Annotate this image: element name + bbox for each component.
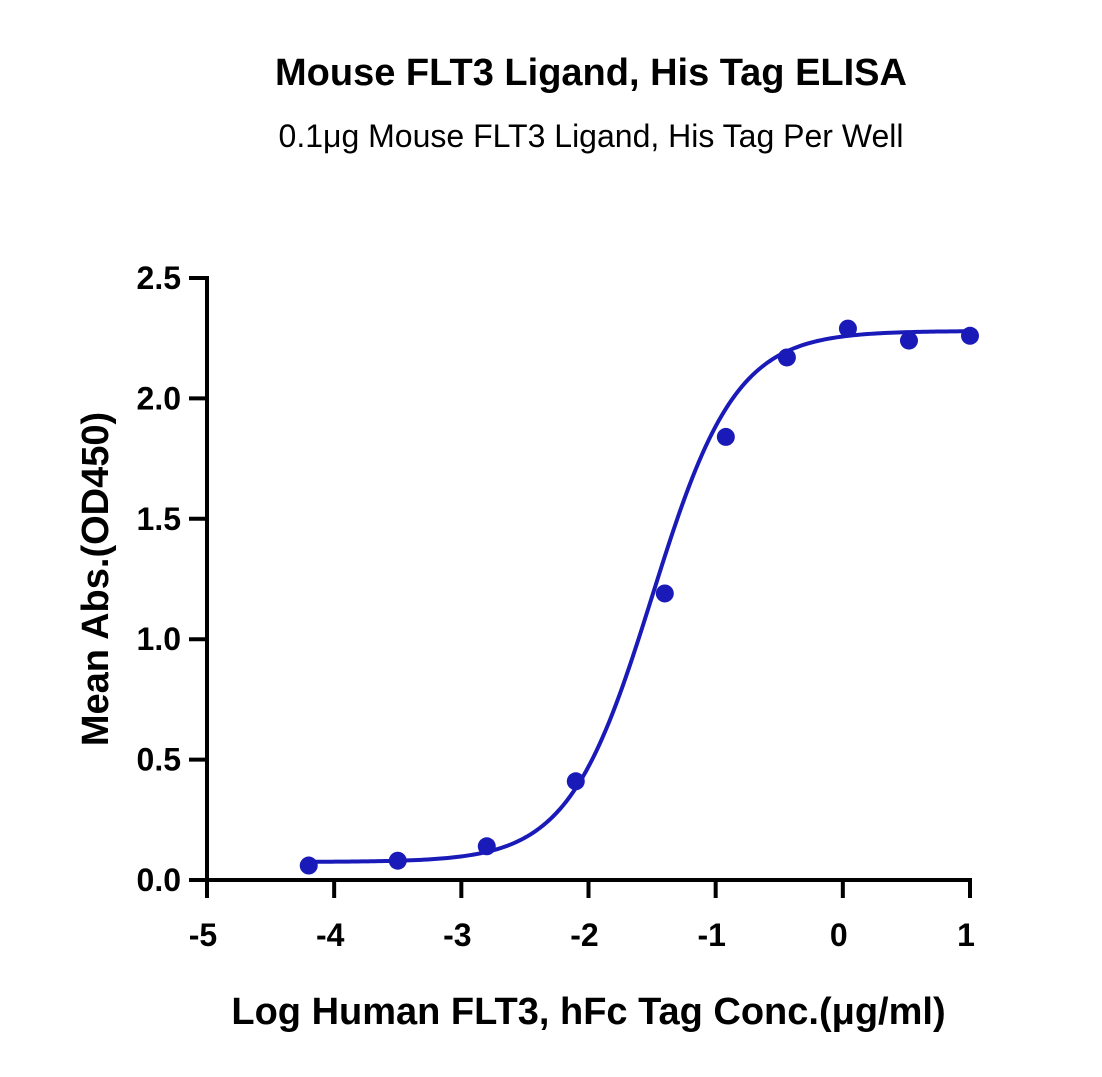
data-point [838,319,857,338]
y-tick-label: 2.0 [137,380,181,416]
chart-title: Mouse FLT3 Ligand, His Tag ELISA [275,52,907,94]
x-tick-label: -3 [443,917,471,953]
x-tick-label: -2 [570,917,598,953]
y-tick-label: 2.5 [137,260,181,296]
y-tick-label: 0.0 [137,862,181,898]
y-tick-label: 0.5 [137,742,181,778]
x-tick-label: -4 [316,917,345,953]
x-tick-label: 1 [957,917,975,953]
x-tick-label: -5 [189,917,217,953]
data-points-layer [299,319,979,875]
data-point [899,331,918,350]
x-tick-label: -1 [697,917,725,953]
y-tick-label: 1.5 [137,501,181,537]
data-point [299,856,318,875]
data-point [961,326,979,345]
x-tick-label: 0 [830,917,848,953]
data-point [388,851,407,870]
data-point [655,584,674,603]
y-tick-label: 1.0 [137,621,181,657]
data-point [477,837,496,856]
data-point [716,427,735,446]
data-point [566,772,585,791]
chart-subtitle: 0.1μg Mouse FLT3 Ligand, His Tag Per Wel… [278,118,904,154]
axes: 0.0 0.5 1.0 1.5 2.0 2.5 -5 -4 -3 -2 -1 0 1 [137,260,975,953]
fit-curve-layer [308,329,971,864]
y-axis-title: Mean Abs.(OD450) [75,412,117,746]
data-point [777,348,796,367]
x-axis-title: Log Human FLT3, hFc Tag Conc.(μg/ml) [231,991,945,1033]
fit-curve [308,329,971,864]
